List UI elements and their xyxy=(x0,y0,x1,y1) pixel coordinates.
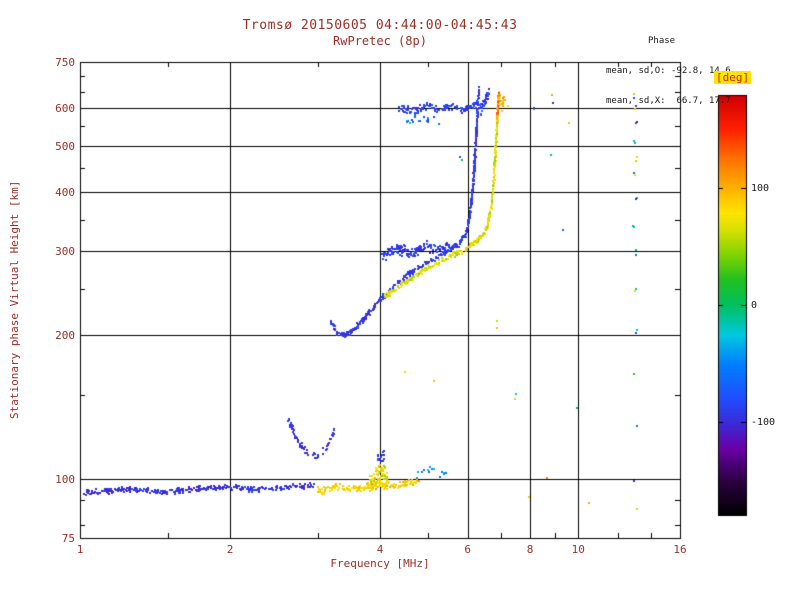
colorbar-tick-label: 100 xyxy=(751,182,770,194)
y-axis-label: Stationary phase Virtual Height [km] xyxy=(8,180,21,420)
colorbar-unit-label: [deg] xyxy=(714,71,752,84)
y-tick-label: 500 xyxy=(55,139,75,153)
x-tick-label: 10 xyxy=(571,543,585,556)
y-tick-label: 750 xyxy=(55,56,75,69)
phase-stats-o-line: mean, sd,O: -92.8, 14.6 xyxy=(606,66,731,76)
x-tick-label: 16 xyxy=(673,543,687,556)
colorbar-tick-label: 0 xyxy=(751,299,758,311)
x-axis-label: Frequency [MHz] xyxy=(330,557,430,570)
phase-stats-block: Phase mean, sd,O: -92.8, 14.6 mean, sd,X… xyxy=(606,16,731,126)
x-tick-label: 4 xyxy=(376,543,384,556)
y-tick-label: 200 xyxy=(55,329,75,343)
y-tick-label: 600 xyxy=(55,102,75,116)
y-tick-label: 75 xyxy=(61,532,75,545)
phase-stats-x-line: mean, sd,X: 66.7, 17.7 xyxy=(606,96,731,106)
y-tick-label: 300 xyxy=(55,245,75,259)
plot-title: Tromsø 20150605 04:44:00-04:45:43 xyxy=(242,18,518,33)
x-tick-label: 6 xyxy=(464,543,472,556)
colorbar-tick-label: -100 xyxy=(751,416,776,428)
x-tick-label: 1 xyxy=(76,543,84,556)
phase-stats-heading: Phase xyxy=(648,36,676,46)
x-tick-label: 8 xyxy=(526,543,534,556)
plot-subtitle: RwPretec (8p) xyxy=(333,34,427,48)
y-tick-label: 400 xyxy=(55,185,75,199)
x-tick-label: 2 xyxy=(226,543,234,556)
y-tick-label: 100 xyxy=(55,472,75,486)
